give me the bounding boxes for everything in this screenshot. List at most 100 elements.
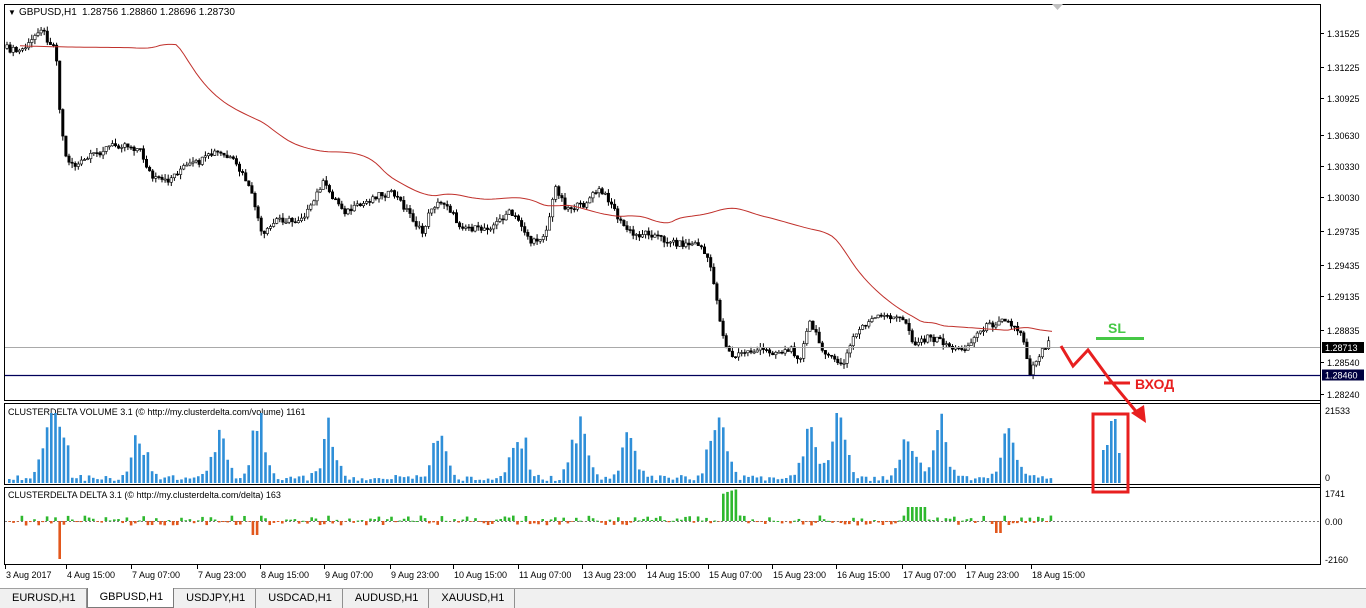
candle-body	[842, 363, 846, 365]
volume-bar	[37, 459, 40, 483]
delta-bar	[41, 521, 45, 523]
candle-body	[358, 203, 362, 207]
candle-body	[932, 336, 936, 343]
delta-bar	[373, 519, 376, 521]
volume-bar	[860, 476, 864, 483]
scroll-marker-icon[interactable]	[1052, 4, 1063, 10]
candle-body	[861, 324, 865, 330]
delta-bar	[755, 521, 759, 523]
volume-bar	[100, 479, 103, 483]
volume-bar	[738, 479, 742, 483]
volume-bar	[751, 475, 754, 483]
candle-body	[318, 189, 322, 193]
volume-bar	[1049, 478, 1053, 483]
delta-bar	[402, 518, 406, 521]
volume-bar	[848, 454, 851, 483]
volume-bar	[159, 479, 162, 483]
candle-body	[1000, 318, 1004, 322]
candle-body	[935, 336, 939, 343]
candle-body	[182, 165, 186, 170]
delta-bar	[1003, 515, 1006, 521]
candle-body	[923, 338, 927, 343]
candle-body	[616, 208, 620, 220]
delta-bar	[1020, 517, 1023, 521]
volume-bar	[440, 435, 444, 483]
candle-body	[836, 358, 840, 364]
chart-menu-arrow[interactable]: ▼	[8, 8, 16, 17]
candle-body	[619, 218, 623, 221]
volume-bar	[29, 478, 32, 483]
volume-bar	[218, 429, 221, 483]
volume-bar	[276, 479, 280, 483]
delta-bar	[209, 517, 213, 521]
candle-body	[631, 229, 635, 236]
candle-body	[839, 362, 843, 365]
time-tick-label: 14 Aug 15:00	[647, 570, 700, 580]
tab-eurusd-h1[interactable]: EURUSD,H1	[0, 589, 87, 608]
volume-bar	[990, 473, 994, 483]
candle-body	[715, 283, 719, 301]
volume-bar	[717, 417, 721, 483]
symbol-tab-bar: EURUSD,H1 GBPUSD,H1 USDJPY,H1 USDCAD,H1 AUDU…	[0, 588, 1366, 608]
delta-bar	[982, 515, 985, 521]
candle-body	[929, 334, 933, 338]
volume-bar	[705, 449, 708, 483]
tab-usdcad-h1[interactable]: USDCAD,H1	[256, 589, 343, 608]
volume-bar	[260, 413, 263, 483]
delta-bar	[1016, 521, 1019, 524]
volume-bar	[843, 439, 847, 483]
volume-bar	[575, 443, 578, 483]
delta-bar	[663, 520, 666, 522]
volume-bar	[671, 479, 675, 483]
volume-bar	[1011, 442, 1015, 483]
delta-bar	[869, 521, 872, 524]
candle-body	[532, 238, 536, 244]
time-tick-label: 10 Aug 15:00	[454, 570, 507, 580]
delta-bar	[625, 521, 628, 526]
chart-window[interactable]: ▼ GBPUSD,H1 1.28756 1.28860 1.28696 1.28…	[0, 0, 1366, 588]
delta-bar	[1049, 515, 1053, 521]
candle-body	[380, 192, 384, 197]
time-tick-label: 15 Aug 23:00	[773, 570, 826, 580]
delta-bar	[352, 521, 355, 523]
candle-body	[904, 319, 908, 324]
candle-body	[857, 329, 861, 335]
tab-usdjpy-h1[interactable]: USDJPY,H1	[174, 589, 257, 608]
candle-body	[290, 217, 294, 223]
delta-bar	[16, 521, 19, 522]
tab-xauusd-h1[interactable]: XAUUSD,H1	[429, 589, 516, 608]
candle-body	[851, 336, 855, 346]
volume-bar	[264, 452, 267, 483]
tab-audusd-h1[interactable]: AUDUSD,H1	[343, 589, 430, 608]
candle-body	[895, 316, 899, 319]
candle-body	[420, 225, 424, 234]
volume-bar	[936, 430, 939, 483]
volume-bar	[470, 476, 473, 483]
time-tick-label: 17 Aug 23:00	[966, 570, 1019, 580]
candle-body	[389, 190, 393, 192]
delta-bar	[671, 520, 675, 522]
delta-bar	[688, 516, 691, 521]
tab-gbpusd-h1[interactable]: GBPUSD,H1	[86, 588, 175, 608]
volume-bar	[898, 459, 901, 483]
volume-bar	[268, 465, 271, 483]
candle-body	[1031, 364, 1035, 376]
volume-bar	[331, 446, 334, 483]
delta-bar	[146, 521, 150, 526]
volume-bar	[167, 476, 171, 483]
volume-bar	[201, 473, 204, 483]
time-tick-label: 9 Aug 23:00	[391, 570, 439, 580]
candle-body	[718, 300, 722, 322]
volume-bar	[537, 474, 540, 483]
candle-body	[1044, 348, 1048, 350]
price-tick-label: 1.30030	[1327, 193, 1360, 203]
delta-scale-top: 1741	[1325, 489, 1345, 499]
volume-bar	[507, 457, 511, 483]
candle-body	[281, 217, 285, 223]
volume-bar	[533, 476, 536, 483]
candle-body	[938, 336, 942, 339]
candle-body	[42, 29, 46, 32]
forecast-volume-bars	[1102, 419, 1121, 483]
delta-bar	[24, 521, 28, 526]
delta-bar	[205, 521, 208, 526]
